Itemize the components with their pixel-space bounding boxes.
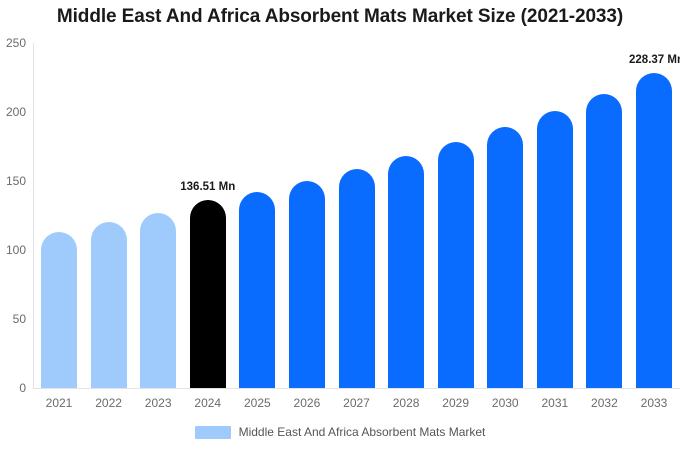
bar-group-2026[interactable] xyxy=(288,181,325,388)
x-axis-tick-label-2026: 2026 xyxy=(293,396,321,410)
bar-2024[interactable] xyxy=(189,199,226,388)
x-axis-tick-label-2033: 2033 xyxy=(640,396,668,410)
bar-2023[interactable] xyxy=(140,212,177,388)
legend-label-series-0: Middle East And Africa Absorbent Mats Ma… xyxy=(238,425,486,439)
bar-group-2027[interactable] xyxy=(338,168,375,388)
bar-2033[interactable] xyxy=(636,72,672,388)
bar-2031[interactable] xyxy=(536,110,573,388)
x-axis-tick-label-2025: 2025 xyxy=(243,396,271,410)
bar-group-2022[interactable] xyxy=(90,222,127,388)
chart-legend: Middle East And Africa Absorbent Mats Ma… xyxy=(0,425,680,439)
x-axis-tick-label-2021: 2021 xyxy=(45,396,73,410)
y-axis-tick-label: 150 xyxy=(5,174,26,188)
bar-group-2033[interactable]: 228.37 Mn xyxy=(629,54,680,388)
x-axis-tick-label-2028: 2028 xyxy=(392,396,420,410)
bar-2025[interactable] xyxy=(239,192,276,388)
bar-2026[interactable] xyxy=(288,181,325,388)
x-axis-tick-label-2029: 2029 xyxy=(442,396,469,410)
x-axis-tick-label-2031: 2031 xyxy=(541,396,569,410)
x-axis-tick-label-2023: 2023 xyxy=(144,396,172,410)
bar-2027[interactable] xyxy=(338,168,375,388)
x-axis-tick-label-2027: 2027 xyxy=(343,396,370,410)
x-axis-line xyxy=(33,388,680,389)
bar-group-2024[interactable]: 136.51 Mn xyxy=(180,181,235,388)
legend-swatch-series-0 xyxy=(194,425,231,439)
bar-group-2032[interactable] xyxy=(586,94,623,388)
bar-group-2029[interactable] xyxy=(437,142,474,388)
y-axis-tick-label: 200 xyxy=(5,105,26,119)
y-axis-tick-label: 0 xyxy=(19,381,26,395)
x-axis-tick-label-2030: 2030 xyxy=(491,396,519,410)
y-axis-tick-label: 100 xyxy=(5,243,26,257)
bar-group-2031[interactable] xyxy=(536,110,573,388)
chart-title: Middle East And Africa Absorbent Mats Ma… xyxy=(56,6,624,27)
bar-2032[interactable] xyxy=(586,94,623,388)
bar-group-2021[interactable] xyxy=(41,232,77,388)
x-axis-tick-label-2024: 2024 xyxy=(194,396,222,410)
bar-group-2028[interactable] xyxy=(388,156,425,388)
x-axis-tick-label-2022: 2022 xyxy=(95,396,122,410)
bar-value-label-2033: 228.37 Mn xyxy=(629,53,680,66)
y-axis-tick-label: 250 xyxy=(5,36,26,50)
plot-area: 0 50 100 150 200 250 136.51 Mn 228.37 Mn xyxy=(6,36,680,395)
y-axis-tick-label: 50 xyxy=(12,312,26,326)
y-axis-line xyxy=(33,43,34,388)
x-axis-tick-label-2032: 2032 xyxy=(591,396,618,410)
bar-2029[interactable] xyxy=(437,142,474,388)
bar-group-2023[interactable] xyxy=(140,212,177,388)
bar-2021[interactable] xyxy=(41,232,77,388)
bar-value-label-2024: 136.51 Mn xyxy=(180,180,236,193)
bar-2028[interactable] xyxy=(388,156,425,388)
bar-group-2030[interactable] xyxy=(487,127,524,388)
bar-2022[interactable] xyxy=(90,222,127,388)
bar-group-2025[interactable] xyxy=(239,192,276,388)
bar-2030[interactable] xyxy=(487,127,524,388)
